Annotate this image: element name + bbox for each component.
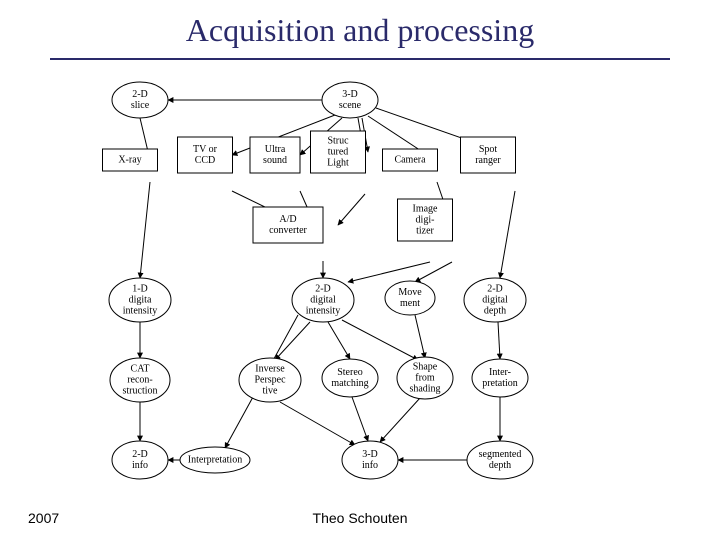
- node-slice2d: 2-Dslice: [112, 82, 168, 118]
- edge-invper-info3d: [280, 402, 355, 445]
- svg-text:3-D: 3-D: [342, 89, 358, 100]
- node-xray: X-ray: [103, 149, 158, 171]
- svg-text:sound: sound: [263, 155, 287, 166]
- svg-text:tizer: tizer: [416, 225, 434, 236]
- svg-text:Perspec: Perspec: [254, 374, 286, 385]
- edge-imgdig-move: [415, 262, 452, 282]
- svg-text:slice: slice: [131, 100, 150, 111]
- slide-title: Acquisition and processing: [0, 12, 720, 49]
- svg-text:Move: Move: [398, 287, 422, 298]
- node-scene3d: 3-Dscene: [322, 82, 378, 118]
- svg-text:tured: tured: [328, 146, 349, 157]
- svg-text:tive: tive: [263, 385, 279, 396]
- node-segdep: segmenteddepth: [467, 441, 533, 479]
- node-adconv: A/Dconverter: [253, 207, 323, 243]
- svg-text:from: from: [415, 372, 435, 383]
- svg-text:info: info: [362, 460, 378, 471]
- edge-stereo-info3d: [352, 397, 368, 441]
- svg-text:matching: matching: [331, 378, 368, 389]
- node-catrec: CATrecon-struction: [110, 358, 170, 402]
- svg-text:digita: digita: [129, 294, 152, 305]
- svg-text:2-D: 2-D: [487, 283, 503, 294]
- node-interp: Inter-pretation: [472, 359, 528, 397]
- svg-text:Shape: Shape: [413, 361, 438, 372]
- node-spot: Spotranger: [461, 137, 516, 173]
- svg-text:Inter-: Inter-: [489, 367, 511, 378]
- node-tvccd: TV orCCD: [178, 137, 233, 173]
- svg-text:ranger: ranger: [475, 155, 501, 166]
- svg-text:scene: scene: [339, 100, 362, 111]
- svg-text:Light: Light: [327, 157, 349, 168]
- svg-text:info: info: [132, 460, 148, 471]
- edge-shade-info3d: [380, 398, 420, 442]
- svg-text:Struc: Struc: [327, 135, 349, 146]
- svg-text:Spot: Spot: [479, 144, 498, 155]
- edge-dint2d-invper: [275, 322, 310, 360]
- edge-xray-dint1d: [140, 182, 150, 278]
- flow-diagram: 2-Dslice3-DsceneX-rayTV orCCDUltrasoundS…: [80, 70, 640, 510]
- node-struct: StructuredLight: [311, 131, 366, 173]
- svg-text:pretation: pretation: [482, 378, 518, 389]
- svg-text:struction: struction: [123, 385, 158, 396]
- node-depth2d: 2-Ddigitaldepth: [464, 278, 526, 322]
- svg-text:TV or: TV or: [193, 144, 218, 155]
- node-dint2d: 2-Ddigitalintensity: [292, 278, 354, 322]
- svg-text:ment: ment: [400, 298, 420, 309]
- svg-text:segmented: segmented: [479, 449, 522, 460]
- edge-move-shade: [415, 315, 425, 358]
- svg-text:depth: depth: [489, 460, 511, 471]
- title-underline: [50, 58, 670, 60]
- svg-text:digital: digital: [482, 294, 508, 305]
- svg-text:Camera: Camera: [394, 154, 426, 165]
- svg-text:digi-: digi-: [416, 214, 435, 225]
- edge-dint2d-stereo: [328, 322, 350, 359]
- node-interp2: Interpretation: [180, 447, 250, 473]
- svg-text:Image: Image: [413, 203, 439, 214]
- edge-dint2d-shade: [342, 320, 418, 360]
- svg-text:3-D: 3-D: [362, 449, 378, 460]
- node-stereo: Stereomatching: [322, 359, 378, 397]
- svg-text:Inverse: Inverse: [255, 363, 285, 374]
- svg-text:depth: depth: [484, 305, 506, 316]
- svg-text:X-ray: X-ray: [118, 154, 141, 165]
- svg-text:intensity: intensity: [123, 305, 157, 316]
- edge-imgdig-dint2d: [348, 262, 430, 282]
- node-imgdig: Imagedigi-tizer: [398, 199, 453, 241]
- node-info3d: 3-Dinfo: [342, 441, 398, 479]
- node-dint1d: 1-Ddigitaintensity: [109, 278, 171, 322]
- node-camera: Camera: [383, 149, 438, 171]
- svg-text:Stereo: Stereo: [337, 367, 363, 378]
- svg-text:A/D: A/D: [279, 214, 296, 225]
- svg-text:shading: shading: [409, 383, 440, 394]
- svg-text:recon-: recon-: [127, 374, 153, 385]
- nodes-layer: 2-Dslice3-DsceneX-rayTV orCCDUltrasoundS…: [103, 82, 534, 479]
- svg-text:CCD: CCD: [195, 155, 216, 166]
- svg-text:intensity: intensity: [306, 305, 340, 316]
- node-ultra: Ultrasound: [250, 137, 300, 173]
- node-move: Movement: [385, 281, 435, 315]
- svg-text:2-D: 2-D: [132, 89, 148, 100]
- svg-text:CAT: CAT: [131, 363, 150, 374]
- edge-depth2d-interp: [498, 322, 500, 359]
- footer-author: Theo Schouten: [0, 510, 720, 526]
- svg-text:Ultra: Ultra: [265, 144, 286, 155]
- svg-text:1-D: 1-D: [132, 283, 148, 294]
- edge-spot-depth2d: [500, 191, 515, 278]
- svg-text:Interpretation: Interpretation: [188, 454, 242, 465]
- edge-struct-adconv: [338, 194, 365, 225]
- svg-text:converter: converter: [269, 225, 307, 236]
- node-info2d: 2-Dinfo: [112, 441, 168, 479]
- svg-text:2-D: 2-D: [132, 449, 148, 460]
- node-shade: Shapefromshading: [397, 357, 453, 399]
- node-invper: InversePerspective: [239, 358, 301, 402]
- svg-text:2-D: 2-D: [315, 283, 331, 294]
- svg-text:digital: digital: [310, 294, 336, 305]
